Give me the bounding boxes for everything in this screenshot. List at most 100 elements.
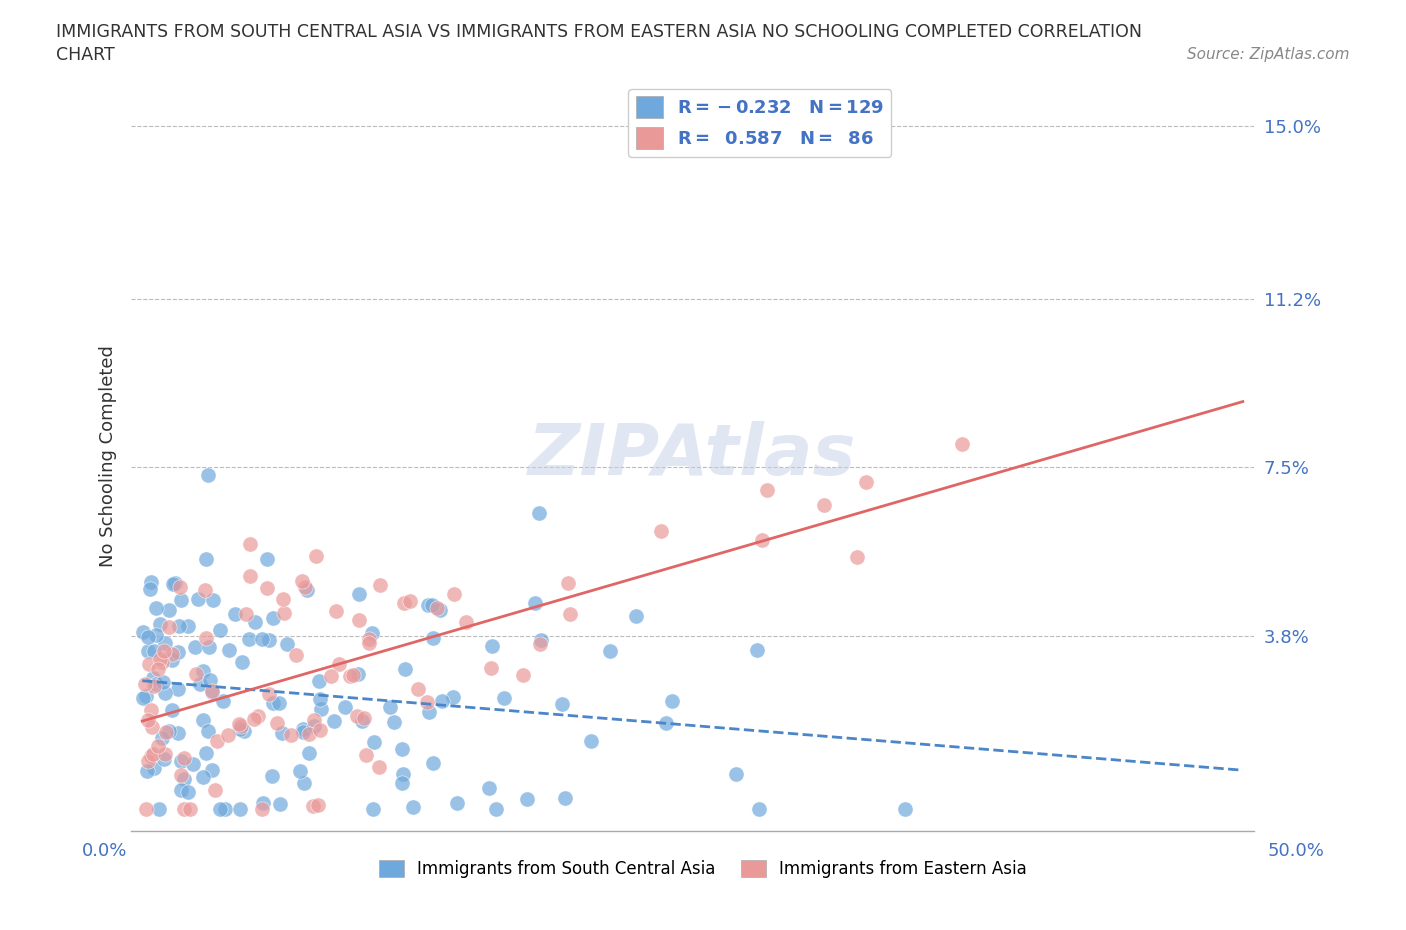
- Point: [197, 640, 219, 655]
- Point: [346, 709, 368, 724]
- Point: [157, 619, 180, 634]
- Point: [273, 591, 295, 606]
- Point: [173, 771, 195, 786]
- Point: [382, 714, 405, 729]
- Point: [142, 644, 165, 658]
- Y-axis label: No Schooling Completed: No Schooling Completed: [100, 345, 117, 566]
- Point: [751, 533, 773, 548]
- Point: [177, 785, 200, 800]
- Point: [229, 722, 252, 737]
- Point: [177, 618, 200, 633]
- Point: [208, 623, 231, 638]
- Point: [291, 724, 314, 739]
- Point: [527, 505, 550, 520]
- Text: Source: ZipAtlas.com: Source: ZipAtlas.com: [1187, 46, 1350, 61]
- Point: [529, 637, 551, 652]
- Point: [291, 574, 314, 589]
- Point: [359, 635, 381, 650]
- Point: [229, 801, 252, 816]
- Point: [200, 763, 222, 777]
- Point: [239, 568, 262, 583]
- Point: [813, 498, 835, 512]
- Point: [195, 746, 218, 761]
- Point: [416, 598, 439, 613]
- Point: [655, 715, 678, 730]
- Point: [184, 666, 207, 681]
- Point: [229, 719, 252, 734]
- Point: [443, 587, 465, 602]
- Point: [846, 550, 869, 565]
- Point: [211, 693, 233, 708]
- Point: [394, 596, 416, 611]
- Point: [162, 576, 184, 591]
- Point: [298, 746, 321, 761]
- Point: [295, 583, 318, 598]
- Point: [422, 631, 444, 645]
- Point: [238, 631, 260, 646]
- Point: [626, 608, 648, 623]
- Point: [195, 551, 218, 566]
- Point: [550, 697, 572, 711]
- Point: [579, 734, 602, 749]
- Point: [217, 728, 239, 743]
- Point: [269, 796, 291, 811]
- Point: [134, 676, 156, 691]
- Point: [239, 537, 262, 551]
- Point: [302, 718, 325, 733]
- Point: [262, 610, 284, 625]
- Point: [391, 741, 413, 756]
- Point: [153, 685, 176, 700]
- Point: [276, 636, 298, 651]
- Point: [352, 713, 374, 728]
- Point: [328, 657, 350, 671]
- Point: [141, 720, 163, 735]
- Point: [273, 605, 295, 620]
- Point: [250, 631, 273, 646]
- Point: [136, 630, 159, 644]
- Point: [354, 747, 377, 762]
- Point: [141, 703, 163, 718]
- Point: [302, 799, 325, 814]
- Point: [146, 661, 169, 676]
- Point: [194, 583, 217, 598]
- Point: [357, 631, 380, 646]
- Point: [309, 692, 332, 707]
- Point: [135, 801, 157, 816]
- Text: CHART: CHART: [56, 46, 115, 64]
- Point: [139, 749, 162, 764]
- Text: 0.0%: 0.0%: [82, 842, 127, 860]
- Point: [266, 715, 288, 730]
- Point: [292, 722, 315, 737]
- Point: [149, 617, 172, 631]
- Text: IMMIGRANTS FROM SOUTH CENTRAL ASIA VS IMMIGRANTS FROM EASTERN ASIA NO SCHOOLING : IMMIGRANTS FROM SOUTH CENTRAL ASIA VS IM…: [56, 23, 1142, 41]
- Point: [724, 767, 747, 782]
- Text: 50.0%: 50.0%: [1268, 842, 1324, 860]
- Point: [298, 726, 321, 741]
- Point: [402, 800, 425, 815]
- Point: [142, 679, 165, 694]
- Point: [361, 801, 384, 816]
- Point: [353, 711, 375, 725]
- Point: [661, 694, 683, 709]
- Point: [256, 581, 278, 596]
- Point: [530, 632, 553, 647]
- Point: [152, 674, 174, 689]
- Point: [188, 677, 211, 692]
- Legend: Immigrants from South Central Asia, Immigrants from Eastern Asia: Immigrants from South Central Asia, Immi…: [373, 853, 1033, 884]
- Point: [167, 644, 190, 659]
- Point: [363, 735, 385, 750]
- Point: [347, 667, 370, 682]
- Point: [454, 614, 477, 629]
- Point: [441, 689, 464, 704]
- Legend: $\mathbf{R = -0.232\ \ \ N = 129}$, $\mathbf{R =\ \ 0.587\ \ \ N =\ \ 86}$: $\mathbf{R = -0.232\ \ \ N = 129}$, $\ma…: [628, 89, 891, 156]
- Point: [380, 699, 402, 714]
- Point: [406, 681, 429, 696]
- Point: [280, 727, 302, 742]
- Point: [138, 644, 160, 658]
- Point: [391, 766, 413, 781]
- Point: [148, 801, 170, 816]
- Point: [169, 579, 191, 594]
- Point: [894, 801, 917, 816]
- Point: [170, 753, 193, 768]
- Point: [173, 801, 195, 816]
